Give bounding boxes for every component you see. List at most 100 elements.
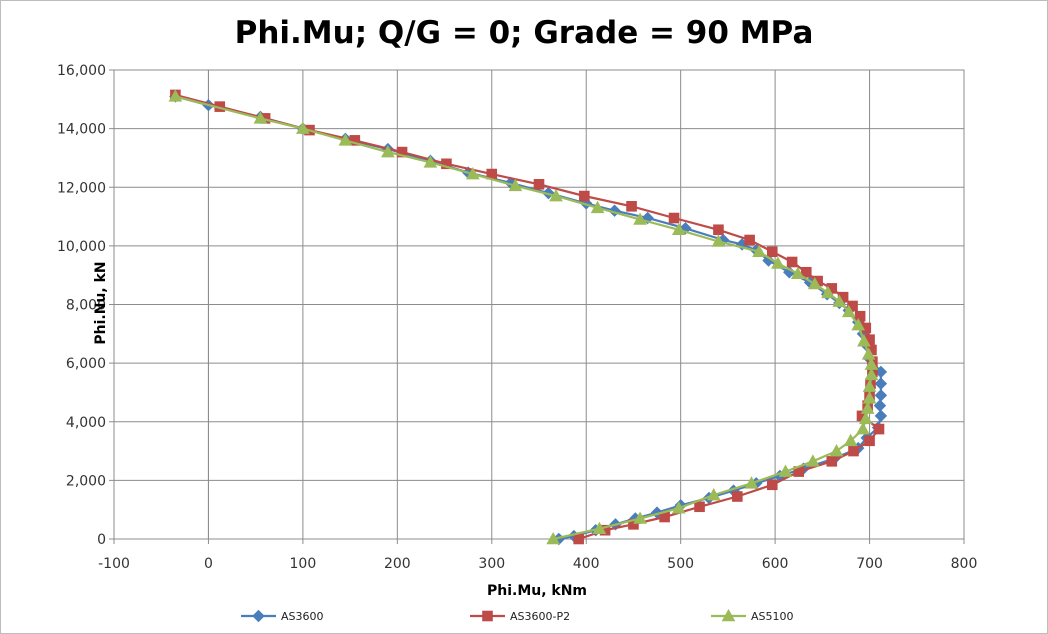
data-point-as5100 [711, 234, 726, 247]
data-point-as5100 [843, 433, 858, 447]
legend-item-as3600: AS3600 [241, 609, 324, 623]
data-point-as5100 [857, 334, 871, 347]
data-point-as5100 [829, 444, 844, 457]
data-point-as3600-p2 [579, 190, 590, 202]
y-tick-label: 12,000 [57, 180, 106, 196]
legend-marker [252, 609, 265, 623]
legend-label: AS3600 [281, 610, 324, 623]
data-point-as5100 [706, 488, 721, 501]
data-point-as5100 [752, 244, 766, 258]
data-point-as3600-p2 [800, 266, 812, 278]
chart-title: Phi.Mu; Q/G = 0; Grade = 90 MPa [234, 15, 814, 51]
series-line-as3600-p2 [175, 93, 881, 541]
x-tick-label: 0 [204, 556, 213, 572]
data-point-as5100 [864, 367, 879, 381]
axes [109, 69, 965, 544]
data-point-as3600-p2 [533, 179, 545, 190]
data-point-as5100 [851, 317, 866, 331]
legend: AS3600 AS3600-P2 AS5100 [241, 608, 794, 623]
x-axis-label: Phi.Mu, kNm [487, 583, 587, 599]
data-point-as3600-p2 [441, 158, 452, 170]
data-point-as5100 [862, 391, 877, 404]
y-tick-label: 16,000 [57, 63, 106, 79]
data-point-as3600 [874, 377, 888, 390]
y-tick-label: 10,000 [57, 239, 106, 255]
legend-marker [721, 608, 736, 622]
series-layer [168, 89, 888, 546]
y-tick-label: 8,000 [66, 298, 106, 314]
x-tick-label: 700 [856, 556, 883, 572]
x-tick-label: 800 [951, 556, 978, 572]
data-point-as5100 [790, 266, 805, 280]
y-tick-label: 4,000 [66, 415, 106, 431]
x-tick-label: 300 [478, 556, 505, 572]
data-point-as3600-p2 [396, 146, 408, 158]
x-tick-label: 600 [762, 556, 789, 572]
data-point-as5100 [338, 133, 353, 146]
data-point-as5100 [841, 304, 856, 318]
data-point-as5100 [633, 511, 647, 524]
legend-item-as3600-p2: AS3600-P2 [470, 610, 570, 623]
data-point-as3600-p2 [873, 423, 885, 435]
data-point-as5100 [832, 294, 847, 307]
series-line-as5100 [175, 95, 873, 541]
data-point-as3600-p2 [826, 456, 838, 467]
data-point-as5100 [671, 222, 686, 236]
data-point-as5100 [633, 212, 647, 225]
data-point-as5100 [744, 476, 759, 489]
legend-item-as5100: AS5100 [711, 608, 794, 623]
data-point-as5100 [296, 121, 310, 134]
y-tick-labels: 0 2,000 4,000 6,000 8,000 10,000 12,000 14,000 1… [57, 63, 106, 548]
data-point-as5100 [671, 501, 686, 514]
data-point-as3600-p2 [668, 212, 680, 224]
data-point-as5100 [423, 155, 438, 168]
data-point-as3600-p2 [786, 256, 798, 268]
data-point-as5100 [771, 256, 785, 269]
data-point-as3600-p2 [864, 435, 875, 447]
data-point-as5100 [549, 189, 563, 202]
data-point-as3600-p2 [626, 201, 637, 212]
data-point-as3600 [874, 409, 888, 423]
data-point-as5100 [590, 200, 605, 214]
data-point-as3600-p2 [848, 445, 859, 457]
data-point-as3600-p2 [744, 234, 755, 246]
data-point-as5100 [168, 89, 183, 102]
y-tick-label: 6,000 [66, 356, 106, 372]
y-tick-label: 2,000 [66, 473, 106, 489]
data-point-as5100 [508, 178, 523, 192]
x-tick-label: 200 [384, 556, 411, 572]
x-tick-labels: -100 0 100 200 300 400 500 600 700 800 [98, 556, 977, 572]
data-point-as5100 [821, 285, 835, 299]
data-point-as3600-p2 [766, 246, 778, 258]
data-point-as5100 [807, 276, 822, 290]
data-point-as5100 [806, 454, 820, 467]
data-point-as3600-p2 [349, 135, 361, 146]
data-point-as5100 [466, 167, 480, 180]
y-tick-label: 0 [97, 532, 106, 548]
data-point-as3600 [873, 399, 887, 412]
x-tick-label: 500 [667, 556, 694, 572]
x-tick-label: -100 [98, 556, 130, 572]
data-point-as5100 [861, 347, 876, 360]
data-point-as3600-p2 [732, 491, 743, 502]
data-point-as5100 [856, 422, 870, 435]
data-point-as3600-p2 [847, 300, 858, 312]
x-tick-label: 100 [290, 556, 317, 572]
data-point-as3600-p2 [766, 479, 778, 491]
legend-label: AS3600-P2 [510, 610, 570, 623]
data-point-as5100 [778, 464, 793, 477]
data-point-as3600-p2 [694, 501, 705, 513]
x-tick-label: 400 [573, 556, 600, 572]
series-as5100 [168, 89, 879, 545]
data-point-as5100 [381, 145, 395, 158]
legend-marker [482, 610, 493, 622]
data-point-as5100 [546, 531, 561, 545]
y-tick-label: 14,000 [57, 122, 106, 138]
legend-label: AS5100 [751, 610, 794, 623]
data-point-as3600-p2 [854, 310, 866, 322]
data-point-as5100 [253, 111, 268, 124]
data-point-as3600-p2 [713, 224, 724, 236]
data-point-as5100 [858, 411, 873, 425]
